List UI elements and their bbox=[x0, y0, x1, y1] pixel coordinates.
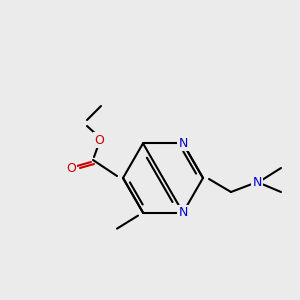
Text: N: N bbox=[252, 176, 262, 188]
Text: N: N bbox=[178, 206, 188, 219]
Text: N: N bbox=[178, 137, 188, 150]
Text: O: O bbox=[66, 161, 76, 175]
Text: O: O bbox=[94, 134, 104, 146]
